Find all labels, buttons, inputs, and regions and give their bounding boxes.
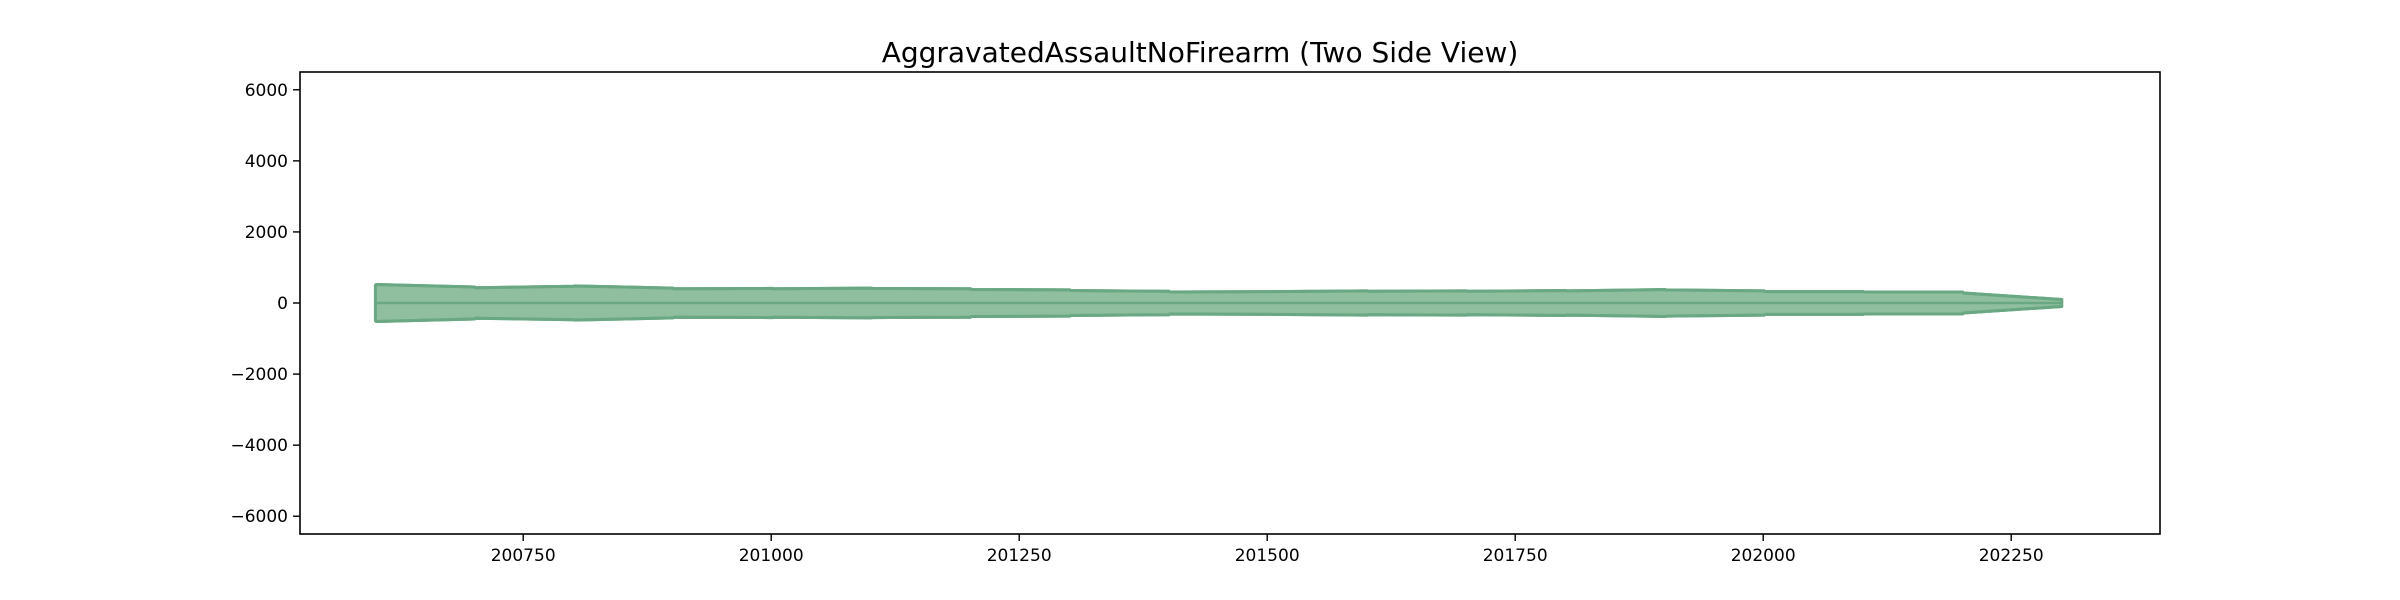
x-tick-label: 201750	[1483, 546, 1548, 566]
lower-edge-line	[374, 305, 2062, 323]
y-tick-label: 2000	[245, 223, 288, 243]
x-tick-label: 202250	[1979, 546, 2044, 566]
y-tick-label: −4000	[230, 436, 288, 456]
plot-area: 200750 201000 201250 201500 201750 202000 2022…	[230, 71, 2161, 566]
y-tick-label: −6000	[230, 507, 288, 527]
x-tick-label: 202000	[1731, 546, 1796, 566]
x-tick-label: 201500	[1235, 546, 1300, 566]
y-tick-label: 4000	[245, 152, 288, 172]
y-tick-label: −2000	[230, 365, 288, 385]
upper-edge-line	[374, 283, 2062, 301]
x-tick-label: 201250	[987, 546, 1052, 566]
y-tick-label: 6000	[245, 81, 288, 101]
x-tick-label: 200750	[491, 546, 556, 566]
chart-title: AggravatedAssaultNoFirearm (Two Side Vie…	[882, 36, 1519, 69]
y-tick-label: 0	[277, 294, 288, 314]
x-tick-label: 201000	[739, 546, 804, 566]
